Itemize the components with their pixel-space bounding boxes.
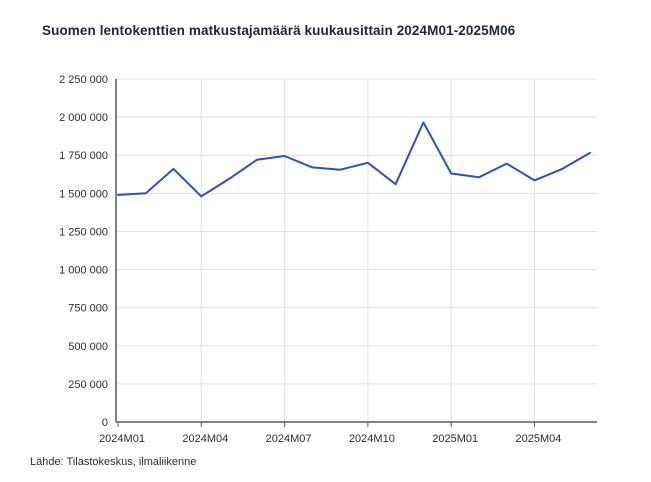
- line-chart-svg: 0 250 000 500 000 750 000 1 000 000 1 250 000…: [59, 74, 597, 445]
- y-axis-tick-label: 1 250 000: [59, 226, 108, 238]
- y-axis-tick-label: 500 000: [68, 341, 108, 353]
- y-axis-tick-label: 250 000: [68, 379, 108, 391]
- chart-title: Suomen lentokenttien matkustajamäärä kuu…: [42, 23, 516, 38]
- chart-menu-button[interactable]: [576, 21, 604, 43]
- line-chart: 0 250 000 500 000 750 000 1 000 000 1 250 000…: [0, 62, 651, 454]
- x-axis-tick-label: 2025M01: [432, 433, 478, 445]
- x-axis-tick-label: 2024M01: [99, 433, 145, 445]
- y-axis-tick-label: 0: [102, 417, 108, 429]
- x-axis-tick-label: 2024M04: [182, 433, 228, 445]
- y-axis-tick-label: 1 750 000: [59, 150, 108, 162]
- x-axis-tick-label: 2025M04: [516, 433, 562, 445]
- y-axis-tick-label: 1 000 000: [59, 265, 108, 277]
- x-axis-tick-label: 2024M10: [349, 433, 395, 445]
- y-axis-tick-label: 750 000: [68, 303, 108, 315]
- x-axis-tick-label: 2024M07: [266, 433, 312, 445]
- data-line-series: [117, 121, 591, 198]
- y-axis-tick-label: 1 500 000: [59, 188, 108, 200]
- y-axis-tick-label: 2 250 000: [59, 74, 108, 86]
- source-caption: Lähde: Tilastokeskus, ilmaliikenne: [30, 456, 197, 468]
- y-axis-tick-label: 2 000 000: [59, 112, 108, 124]
